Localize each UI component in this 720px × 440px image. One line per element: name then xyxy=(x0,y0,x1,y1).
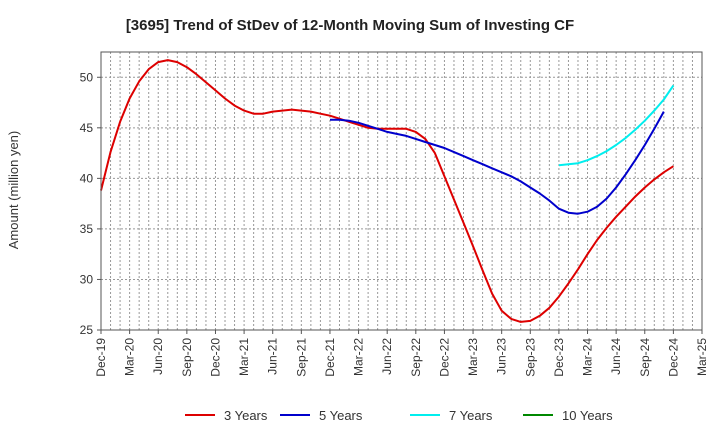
plot-frame xyxy=(100,51,703,331)
y-tick-label: 35 xyxy=(80,222,94,236)
x-tick-label: Mar-24 xyxy=(581,338,595,376)
x-axis-ticks: Dec-19 Mar-20 Jun-20 Sep-20 Dec-20 Mar-21 Jun-… xyxy=(94,330,709,377)
x-tick-label: Sep-24 xyxy=(638,338,652,377)
series-lines xyxy=(100,59,675,323)
x-tick-label: Jun-21 xyxy=(266,338,280,375)
x-tick-label: Mar-20 xyxy=(123,338,137,376)
x-tick-label: Dec-20 xyxy=(208,338,222,377)
y-axis-ticks: 25 30 35 40 45 50 xyxy=(80,70,101,337)
x-tick-label: Sep-22 xyxy=(409,338,423,377)
series-line xyxy=(330,111,665,215)
legend-label: 10 Years xyxy=(562,408,613,423)
series-line xyxy=(558,84,675,167)
y-tick-label: 50 xyxy=(80,70,94,84)
legend-label: 5 Years xyxy=(319,408,363,423)
x-tick-label: Dec-23 xyxy=(552,338,566,377)
y-tick-label: 45 xyxy=(80,121,94,135)
legend-label: 3 Years xyxy=(224,408,268,423)
x-tick-label: Mar-23 xyxy=(466,338,480,376)
x-tick-label: Sep-21 xyxy=(294,338,308,377)
x-tick-label: Dec-19 xyxy=(94,338,108,377)
y-tick-label: 40 xyxy=(80,171,94,185)
x-tick-label: Jun-20 xyxy=(151,338,165,375)
chart-title: [3695] Trend of StDev of 12-Month Moving… xyxy=(126,17,574,34)
x-tick-label: Dec-21 xyxy=(323,338,337,377)
legend: 3 Years 5 Years 7 Years 10 Years xyxy=(185,408,613,423)
x-tick-label: Dec-24 xyxy=(666,338,680,377)
y-tick-label: 25 xyxy=(80,323,94,337)
x-tick-label: Mar-25 xyxy=(695,338,709,376)
x-tick-label: Dec-22 xyxy=(437,338,451,377)
series-line xyxy=(100,59,674,323)
x-tick-label: Sep-20 xyxy=(180,338,194,377)
x-tick-label: Mar-21 xyxy=(237,338,251,376)
x-tick-label: Sep-23 xyxy=(523,338,537,377)
legend-label: 7 Years xyxy=(449,408,493,423)
y-tick-label: 30 xyxy=(80,272,94,286)
y-axis-label: Amount (million yen) xyxy=(6,131,21,250)
x-tick-label: Jun-24 xyxy=(609,338,623,375)
x-tick-label: Mar-22 xyxy=(352,338,366,376)
x-tick-label: Jun-22 xyxy=(380,338,394,375)
x-tick-label: Jun-23 xyxy=(495,338,509,375)
